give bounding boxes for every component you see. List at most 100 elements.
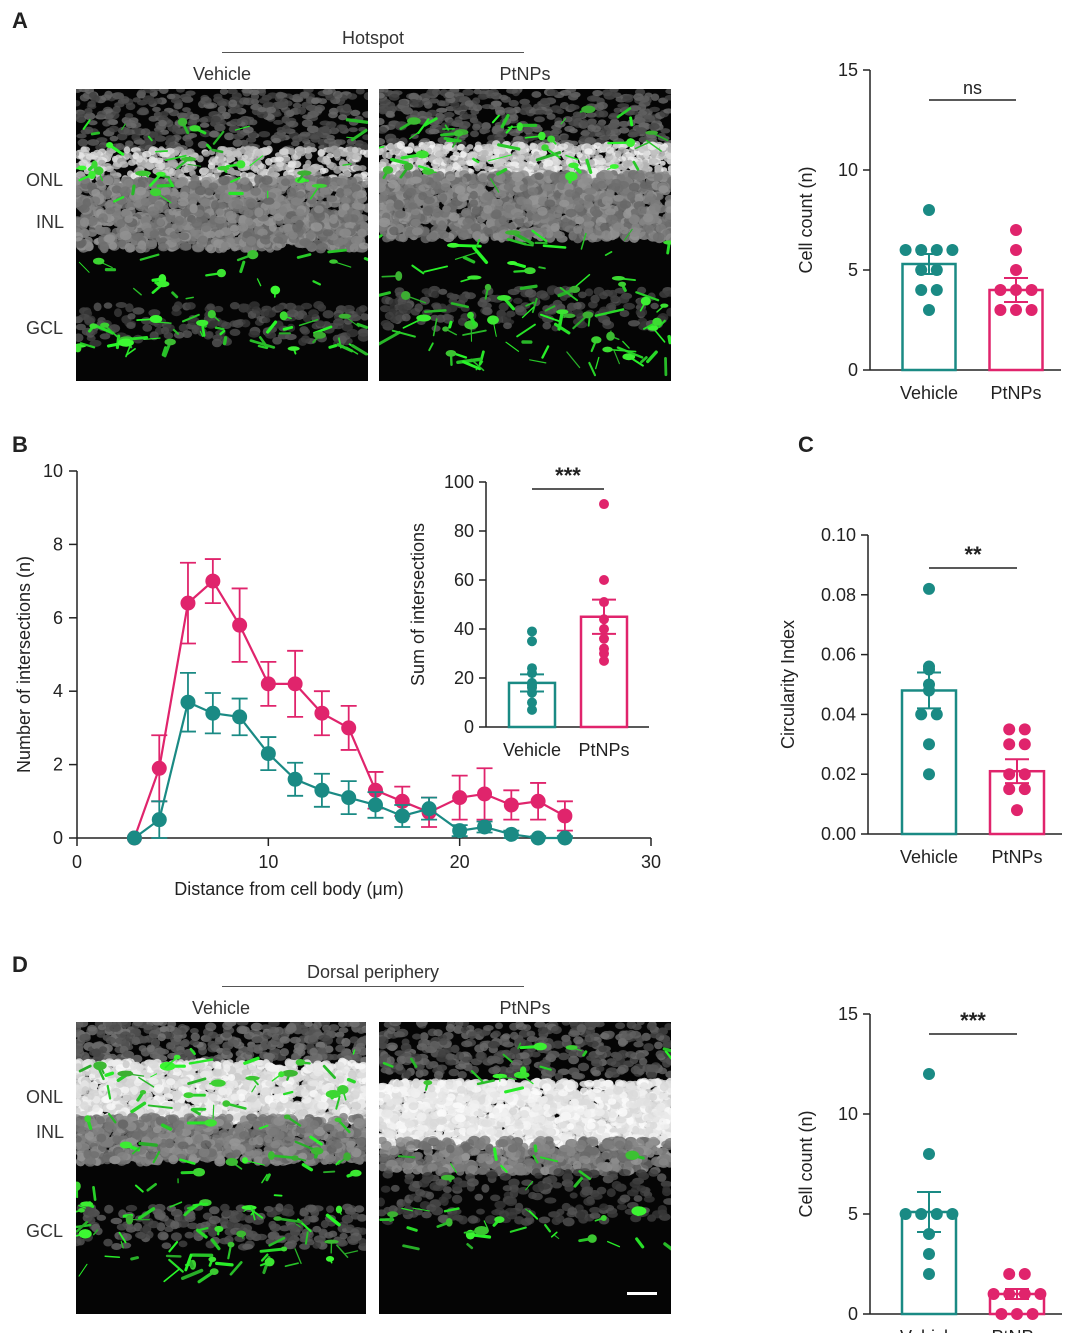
x-tick-label: Vehicle — [900, 847, 958, 867]
region-label-d: Dorsal periphery — [306, 962, 440, 982]
y-tick-label: 6 — [53, 608, 63, 628]
y-tick-label: 5 — [848, 1204, 858, 1224]
x-tick-label: Vehicle — [900, 383, 958, 403]
data-point — [1003, 738, 1016, 751]
data-point — [930, 708, 943, 721]
data-point — [1011, 804, 1023, 817]
x-tick-label: PtNPs — [991, 1327, 1042, 1333]
data-point — [1010, 264, 1022, 276]
data-point — [915, 264, 928, 276]
data-point — [527, 697, 537, 708]
y-axis-label: Circularity Index — [778, 620, 798, 749]
y-tick-label: 8 — [53, 534, 63, 554]
data-point — [1010, 284, 1022, 296]
region-line-a — [222, 52, 524, 53]
data-point — [599, 655, 609, 666]
x-tick-label: Vehicle — [900, 1327, 958, 1333]
data-point — [527, 626, 537, 637]
region-line-d — [222, 986, 524, 987]
data-point — [995, 1308, 1008, 1320]
condition-label-d-ptnps: PtNPs — [499, 998, 551, 1018]
y-tick-label: 60 — [454, 570, 474, 590]
data-point — [923, 204, 935, 216]
data-point — [1010, 224, 1022, 236]
data-point — [930, 284, 943, 296]
data-point-ptnps — [180, 595, 196, 611]
chart-d-cell-count: 0 5 10 15 Cell count (n) Vehicle PtNPs *** — [796, 1004, 1062, 1333]
data-point — [946, 1208, 959, 1220]
data-point — [1018, 1268, 1031, 1280]
layer-label-a-gcl: GCL — [26, 318, 64, 338]
micrograph-a-vehicle — [76, 89, 368, 381]
data-point — [599, 597, 609, 608]
data-point — [1025, 304, 1038, 316]
y-axis-label: Number of intersections (n) — [14, 556, 34, 773]
data-point — [1018, 768, 1031, 781]
data-point — [527, 687, 537, 698]
data-point — [930, 1208, 943, 1220]
region-label-a: Hotspot — [341, 28, 405, 48]
data-point-vehicle — [367, 797, 383, 813]
data-point — [899, 244, 912, 256]
layer-label-d-onl: ONL — [26, 1087, 64, 1107]
x-tick-label: 20 — [450, 852, 470, 872]
data-point — [923, 1228, 935, 1240]
chart-c-circularity: 0.00 0.02 0.04 0.06 0.08 0.10 Circularity Inde… — [778, 525, 1062, 867]
layer-label-a-onl: ONL — [26, 170, 64, 190]
data-point-vehicle — [557, 830, 573, 846]
data-point-vehicle — [394, 808, 410, 824]
y-tick-label: 100 — [444, 472, 474, 492]
significance-label: ** — [964, 542, 982, 567]
data-point — [930, 264, 943, 276]
data-point — [599, 575, 609, 585]
data-point — [923, 582, 935, 595]
micrograph-d-vehicle — [76, 1022, 366, 1314]
y-tick-label: 0 — [848, 1304, 858, 1324]
data-point-vehicle — [477, 819, 493, 835]
y-tick-label: 0.10 — [821, 525, 856, 545]
y-tick-label: 0.08 — [821, 585, 856, 605]
y-tick-label: 40 — [454, 619, 474, 639]
data-point — [1018, 723, 1031, 736]
data-point — [599, 648, 609, 659]
layer-label-d-gcl: GCL — [26, 1221, 64, 1241]
significance-label: *** — [555, 463, 581, 488]
data-point-vehicle — [287, 771, 303, 787]
bar-vehicle — [900, 689, 958, 836]
data-point — [1003, 723, 1016, 736]
data-point — [1011, 1308, 1023, 1320]
y-tick-label: 0 — [848, 360, 858, 380]
data-point-ptnps — [341, 720, 357, 736]
data-point — [527, 668, 537, 679]
layer-label-a-inl: INL — [36, 212, 65, 232]
data-point — [1018, 783, 1031, 796]
data-point — [599, 499, 609, 510]
y-axis-label: Cell count (n) — [796, 1110, 816, 1217]
condition-label-a-ptnps: PtNPs — [499, 64, 551, 84]
y-tick-label: 5 — [848, 260, 858, 280]
data-point-ptnps — [557, 808, 573, 824]
data-point-ptnps — [503, 797, 519, 813]
data-point-ptnps — [477, 786, 493, 802]
y-tick-label: 0 — [53, 828, 63, 848]
y-tick-label: 4 — [53, 681, 63, 701]
data-point — [923, 1248, 935, 1260]
data-point — [1003, 768, 1016, 781]
x-axis-label: Distance from cell body (μm) — [174, 879, 403, 899]
data-point — [527, 636, 537, 647]
y-tick-label: 2 — [53, 755, 63, 775]
condition-label-d-vehicle: Vehicle — [191, 998, 251, 1018]
y-tick-label: 20 — [454, 668, 474, 688]
x-tick-label: PtNPs — [990, 383, 1041, 403]
data-point — [599, 624, 609, 634]
data-point — [915, 708, 928, 721]
data-point — [987, 1288, 1000, 1300]
data-point-vehicle — [151, 812, 167, 828]
data-point — [1003, 1268, 1016, 1280]
data-point-vehicle — [314, 782, 330, 798]
data-point — [923, 768, 935, 781]
data-point — [1003, 783, 1016, 796]
data-point — [923, 663, 935, 676]
